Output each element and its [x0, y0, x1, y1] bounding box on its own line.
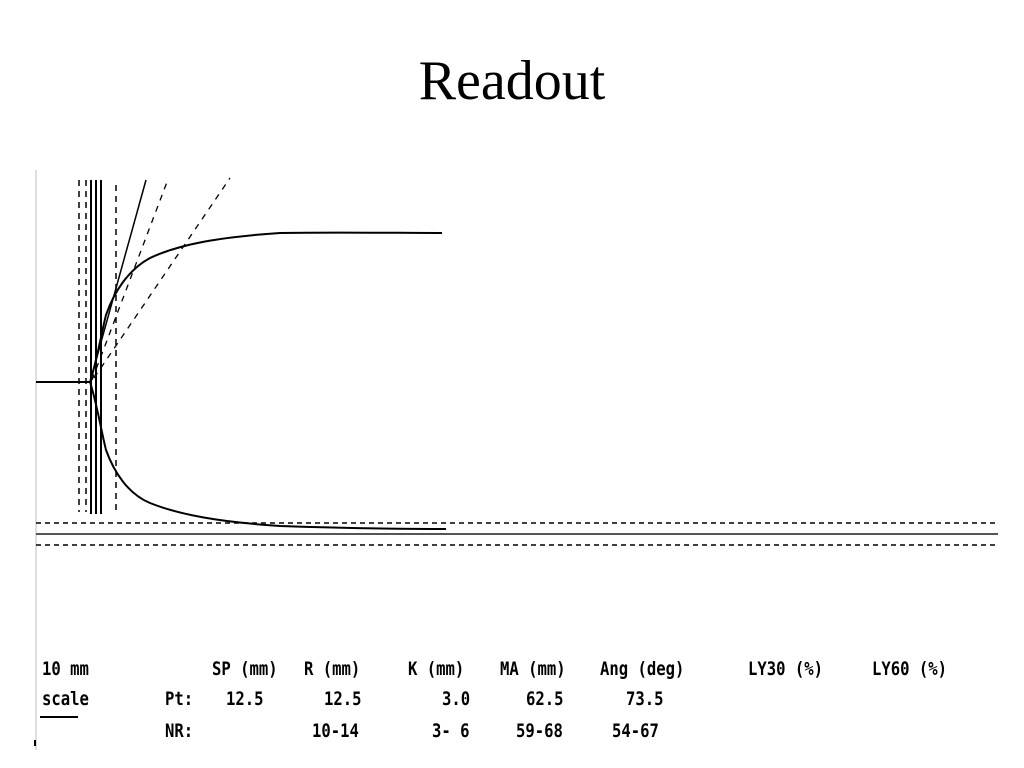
value-nr-ang: 54-67	[612, 720, 659, 742]
angle-tangent-dashed-1	[91, 181, 168, 381]
value-nr-r: 10-14	[312, 720, 359, 742]
scale-label-line1: 10 mm	[42, 658, 89, 680]
value-pt-sp: 12.5	[226, 688, 264, 710]
scale-label-line2: scale	[42, 688, 89, 710]
row-label-nr: NR:	[165, 720, 194, 742]
value-nr-k: 3- 6	[432, 720, 470, 742]
value-pt-r: 12.5	[324, 688, 362, 710]
row-label-pt: Pt:	[165, 688, 194, 710]
header-ly30: LY30 (%)	[748, 658, 824, 680]
header-ma: MA (mm)	[500, 658, 566, 680]
scale-bar	[40, 716, 78, 718]
angle-tangent-dashed-2	[93, 177, 231, 379]
value-pt-k: 3.0	[442, 688, 471, 710]
header-ly60: LY60 (%)	[872, 658, 948, 680]
header-r: R (mm)	[304, 658, 361, 680]
edge-mark	[34, 740, 36, 746]
header-sp: SP (mm)	[212, 658, 278, 680]
header-ang: Ang (deg)	[600, 658, 685, 680]
value-pt-ma: 62.5	[526, 688, 564, 710]
header-k: K (mm)	[408, 658, 465, 680]
value-nr-ma: 59-68	[516, 720, 563, 742]
teg-upper-envelope	[89, 231, 443, 383]
value-pt-ang: 73.5	[626, 688, 664, 710]
slide-title: Readout	[418, 50, 606, 112]
teg-lower-envelope	[89, 381, 447, 530]
